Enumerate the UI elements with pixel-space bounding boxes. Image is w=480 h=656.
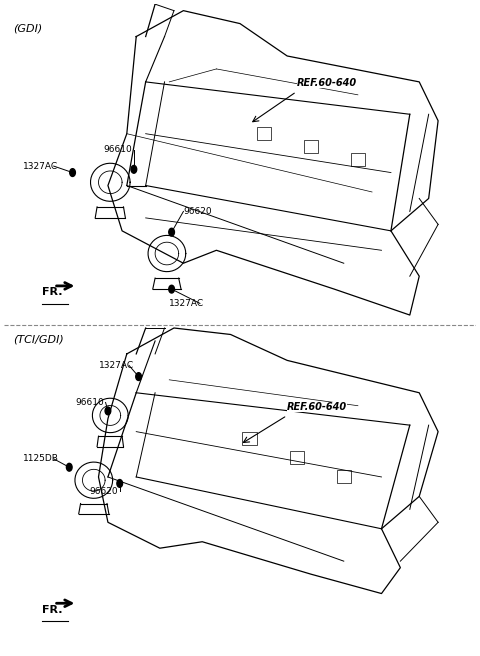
Bar: [242, 432, 256, 445]
Text: FR.: FR.: [42, 287, 62, 297]
Circle shape: [70, 169, 75, 176]
Circle shape: [66, 463, 72, 471]
Circle shape: [169, 228, 174, 236]
Circle shape: [136, 373, 142, 380]
Text: FR.: FR.: [42, 605, 62, 615]
Text: 96620: 96620: [89, 487, 118, 496]
Bar: [336, 470, 351, 483]
Circle shape: [105, 407, 111, 415]
Text: REF.60-640: REF.60-640: [287, 402, 348, 412]
Text: 1327AC: 1327AC: [169, 299, 204, 308]
Circle shape: [169, 285, 174, 293]
Text: REF.60-640: REF.60-640: [297, 78, 357, 89]
Bar: [256, 127, 271, 140]
Text: (TCI/GDI): (TCI/GDI): [13, 335, 64, 344]
Text: 1327AC: 1327AC: [23, 161, 58, 171]
Text: (GDI): (GDI): [13, 24, 43, 33]
Text: 96610: 96610: [75, 398, 104, 407]
Circle shape: [131, 165, 137, 173]
Text: 1125DB: 1125DB: [23, 455, 59, 463]
Text: 96620: 96620: [183, 207, 212, 216]
Text: 96610: 96610: [103, 146, 132, 154]
Bar: [351, 153, 365, 166]
Bar: [304, 140, 318, 153]
Circle shape: [117, 480, 122, 487]
Text: 1327AC: 1327AC: [98, 361, 133, 370]
Bar: [289, 451, 304, 464]
